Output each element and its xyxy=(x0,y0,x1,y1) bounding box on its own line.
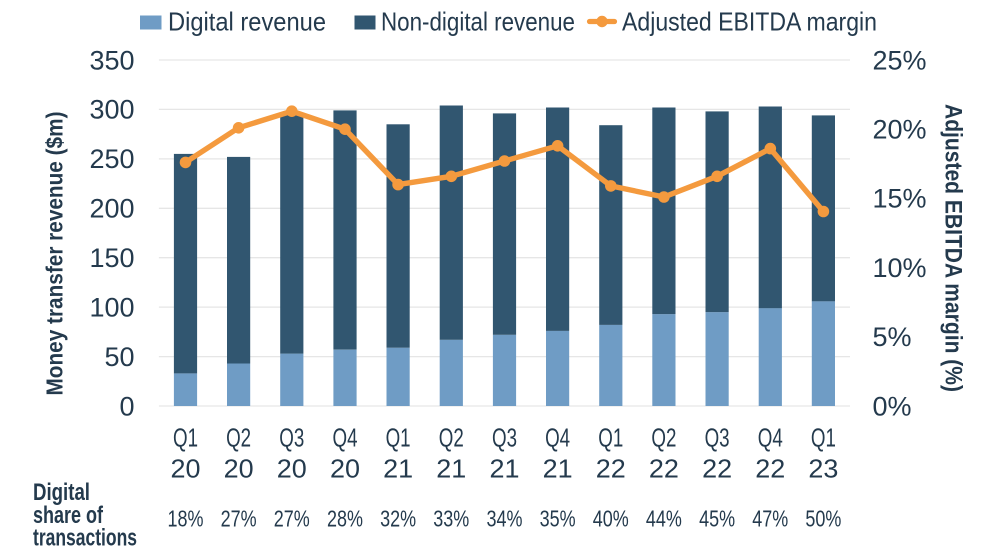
svg-text:22: 22 xyxy=(596,453,626,483)
svg-text:Q4: Q4 xyxy=(333,423,358,453)
svg-text:21: 21 xyxy=(436,453,466,483)
svg-text:44%: 44% xyxy=(646,506,682,532)
svg-text:Q2: Q2 xyxy=(439,423,464,453)
svg-text:Q4: Q4 xyxy=(545,423,570,453)
svg-text:22: 22 xyxy=(649,453,679,483)
svg-text:25%: 25% xyxy=(873,45,927,75)
svg-text:50%: 50% xyxy=(805,506,841,532)
svg-text:0%: 0% xyxy=(873,391,912,421)
svg-text:100: 100 xyxy=(89,292,134,322)
svg-text:Adjusted EBITDA margin: Adjusted EBITDA margin xyxy=(622,6,877,36)
svg-text:150: 150 xyxy=(89,243,134,273)
svg-text:21: 21 xyxy=(383,453,413,483)
svg-text:Q2: Q2 xyxy=(226,423,251,453)
svg-text:0: 0 xyxy=(119,391,134,421)
svg-text:transactions: transactions xyxy=(33,524,137,551)
svg-text:Q3: Q3 xyxy=(279,423,304,453)
svg-text:Q1: Q1 xyxy=(598,423,623,453)
svg-text:45%: 45% xyxy=(699,506,735,532)
svg-text:34%: 34% xyxy=(487,506,523,532)
svg-text:15%: 15% xyxy=(873,184,927,214)
svg-text:200: 200 xyxy=(89,194,134,224)
svg-text:27%: 27% xyxy=(221,506,257,532)
svg-text:47%: 47% xyxy=(752,506,788,532)
svg-text:Q4: Q4 xyxy=(758,423,783,453)
svg-text:Digital revenue: Digital revenue xyxy=(168,6,326,36)
svg-text:350: 350 xyxy=(89,45,134,75)
svg-text:40%: 40% xyxy=(593,506,629,532)
svg-text:22: 22 xyxy=(755,453,785,483)
svg-text:5%: 5% xyxy=(873,322,912,352)
svg-text:21: 21 xyxy=(543,453,573,483)
svg-text:20: 20 xyxy=(330,453,360,483)
svg-text:Q1: Q1 xyxy=(811,423,836,453)
svg-text:21: 21 xyxy=(490,453,520,483)
svg-text:18%: 18% xyxy=(168,506,204,532)
svg-text:Q2: Q2 xyxy=(651,423,676,453)
svg-text:Digital: Digital xyxy=(33,479,90,506)
svg-text:35%: 35% xyxy=(540,506,576,532)
svg-text:Money transfer revenue ($m): Money transfer revenue ($m) xyxy=(42,112,68,396)
svg-text:share of: share of xyxy=(33,502,104,529)
svg-text:50: 50 xyxy=(104,342,134,372)
svg-text:Non-digital revenue: Non-digital revenue xyxy=(381,6,575,36)
svg-text:20: 20 xyxy=(171,453,201,483)
svg-text:20: 20 xyxy=(277,453,307,483)
svg-text:22: 22 xyxy=(702,453,732,483)
svg-text:Adjusted EBITDA margin (%): Adjusted EBITDA margin (%) xyxy=(940,104,967,392)
svg-text:Q1: Q1 xyxy=(386,423,411,453)
svg-text:250: 250 xyxy=(89,144,134,174)
svg-text:Q3: Q3 xyxy=(492,423,517,453)
svg-text:20%: 20% xyxy=(873,115,927,145)
svg-text:28%: 28% xyxy=(327,506,363,532)
svg-text:10%: 10% xyxy=(873,253,927,283)
svg-text:Q3: Q3 xyxy=(705,423,730,453)
svg-text:Q1: Q1 xyxy=(173,423,198,453)
svg-text:32%: 32% xyxy=(380,506,416,532)
svg-text:33%: 33% xyxy=(433,506,469,532)
svg-text:20: 20 xyxy=(224,453,254,483)
svg-text:300: 300 xyxy=(89,95,134,125)
svg-text:27%: 27% xyxy=(274,506,310,532)
svg-text:23: 23 xyxy=(808,453,838,483)
